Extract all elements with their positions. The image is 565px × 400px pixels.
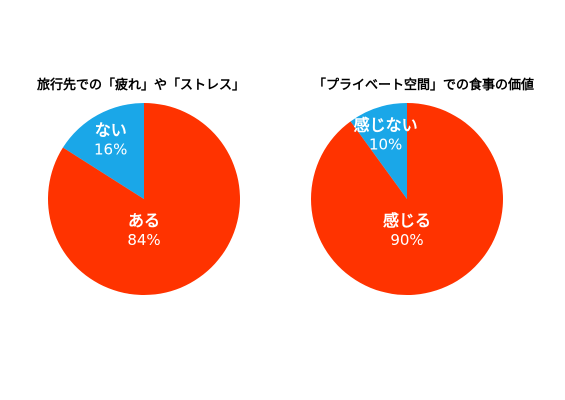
slice-category-label: ある [128, 211, 160, 230]
slice-value-label: 90% [390, 231, 423, 249]
slice-category-label: ない [95, 120, 127, 139]
pie-chart-travel-stress: 旅行先での「疲れ」や「ストレス」 ある 84% ない 16% [0, 0, 282, 400]
pie-slice-1 [350, 103, 407, 199]
chart-title: 「プライベート空間」での食事の価値 [312, 78, 534, 93]
slice-value-label: 16% [94, 140, 127, 158]
slice-category-label: 感じる [383, 211, 431, 230]
slice-value-label: 10% [369, 135, 402, 153]
pie-chart-private-space: 「プライベート空間」での食事の価値 感じる 90% 感じない 10% [282, 0, 565, 400]
pie-slice-0 [310, 103, 503, 295]
slice-category-label: 感じない [354, 115, 418, 134]
chart-title: 旅行先での「疲れ」や「ストレス」 [36, 78, 245, 93]
pie-slice-0 [47, 103, 241, 296]
pie-slice-1 [62, 103, 144, 199]
slice-value-label: 84% [127, 231, 160, 249]
